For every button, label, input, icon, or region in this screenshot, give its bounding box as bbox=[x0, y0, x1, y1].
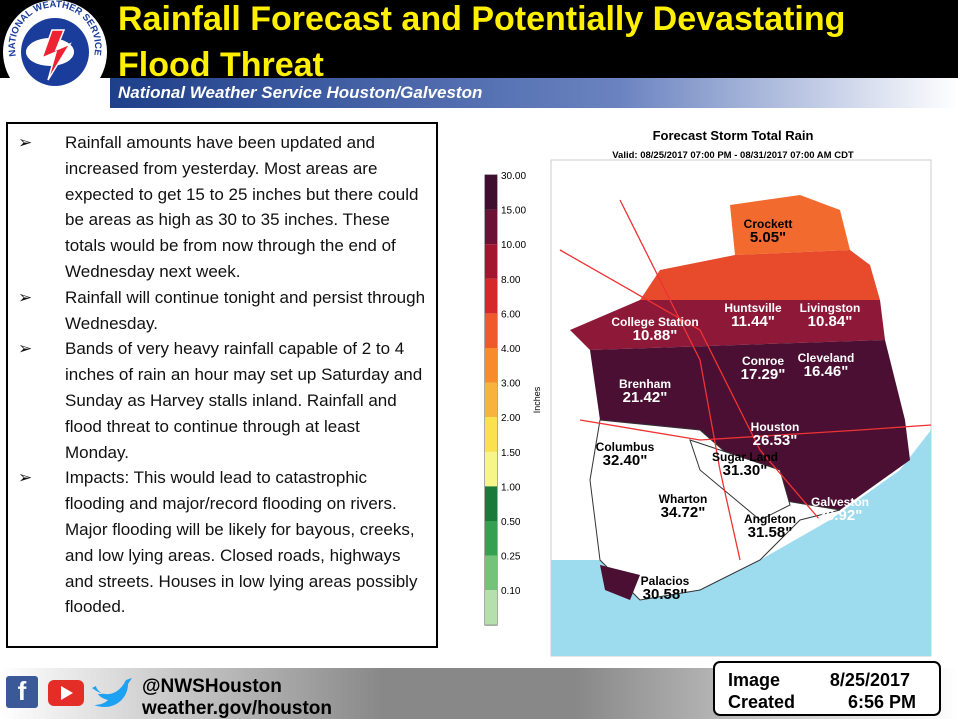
city-rainfall: 31.58" bbox=[748, 524, 793, 541]
colorbar-label: 15.00 bbox=[501, 206, 526, 217]
svg-text:f: f bbox=[18, 676, 27, 706]
bullet-box: Rainfall amounts have been updated and i… bbox=[6, 122, 438, 648]
time: 6:56 PM bbox=[848, 692, 916, 712]
colorbar-label: 6.00 bbox=[501, 309, 521, 320]
colorbar-label: 4.00 bbox=[501, 344, 521, 355]
city-rainfall: 26.53" bbox=[753, 432, 798, 449]
map: Forecast Storm Total Rain Valid: 08/25/2… bbox=[532, 128, 932, 657]
city-name: Brenham bbox=[619, 377, 671, 391]
date: 8/25/2017 bbox=[830, 670, 910, 690]
map-valid: Valid: 08/25/2017 07:00 PM - 08/31/2017 … bbox=[612, 150, 854, 161]
city-rainfall: 10.84" bbox=[808, 313, 853, 330]
legend-label: Inches bbox=[532, 386, 542, 413]
colorbar-label: 0.25 bbox=[501, 552, 521, 563]
city-rainfall: 31.30" bbox=[723, 462, 768, 479]
created-label: Created bbox=[728, 692, 795, 712]
bullet-list: Rainfall amounts have been updated and i… bbox=[18, 130, 428, 620]
colorbar-swatch bbox=[485, 209, 497, 245]
city-name: Livingston bbox=[800, 301, 861, 315]
subtitle: National Weather Service Houston/Galvest… bbox=[110, 78, 958, 108]
colorbar-label: 30.00 bbox=[501, 171, 526, 182]
website: weather.gov/houston bbox=[141, 698, 332, 719]
colorbar-label: 10.00 bbox=[501, 240, 526, 251]
colorbar-swatch bbox=[485, 278, 497, 314]
colorbar-swatch bbox=[485, 348, 497, 383]
map-title: Forecast Storm Total Rain bbox=[653, 128, 814, 143]
colorbar-label: 0.50 bbox=[501, 517, 521, 528]
colorbar-swatch bbox=[485, 175, 497, 210]
colorbar-swatch bbox=[485, 451, 497, 487]
bullet: Bands of very heavy rainfall capable of … bbox=[18, 336, 428, 465]
city-rainfall: 17.29" bbox=[741, 366, 786, 383]
city-rainfall: 16.46" bbox=[804, 363, 849, 380]
colorbar-label: 1.50 bbox=[501, 448, 521, 459]
header-bar bbox=[0, 0, 958, 78]
city-rainfall: 21.42" bbox=[623, 389, 668, 406]
colorbar-swatch bbox=[485, 382, 497, 418]
colorbar-swatch bbox=[485, 244, 497, 279]
city-name: Crockett bbox=[744, 217, 793, 231]
social-icons: f bbox=[6, 676, 132, 708]
city-name: Galveston bbox=[811, 495, 869, 509]
bullet: Rainfall amounts have been updated and i… bbox=[18, 130, 428, 285]
bullet: Impacts: This would lead to catastrophic… bbox=[18, 465, 428, 620]
city-rainfall: 11.44" bbox=[731, 313, 775, 330]
colorbar-swatch bbox=[485, 486, 497, 521]
colorbar-swatch bbox=[485, 313, 497, 348]
handle: @NWSHouston bbox=[142, 676, 282, 697]
colorbar-swatch bbox=[485, 590, 497, 625]
colorbar-swatch bbox=[485, 555, 497, 591]
city-name: Angleton bbox=[744, 512, 796, 526]
image-label: Image bbox=[728, 670, 780, 690]
colorbar-swatch bbox=[485, 521, 497, 556]
city-name: Conroe bbox=[742, 354, 784, 368]
colorbar-label: 0.10 bbox=[501, 586, 521, 597]
city-name: Cleveland bbox=[798, 351, 855, 365]
title: Rainfall Forecast and Potentially Devast… bbox=[118, 0, 846, 84]
logo: NATIONAL WEATHER SERVICE bbox=[3, 0, 107, 104]
city-rainfall: 34.72" bbox=[661, 504, 706, 521]
city-name: Huntsville bbox=[724, 301, 782, 315]
city-rainfall: 26.92" bbox=[818, 507, 863, 524]
city-name: Palacios bbox=[641, 574, 690, 588]
colorbar-label: 2.00 bbox=[501, 413, 521, 424]
bullet: Rainfall will continue tonight and persi… bbox=[18, 285, 428, 337]
colorbar-label: 8.00 bbox=[501, 275, 521, 286]
city-name: College Station bbox=[611, 315, 698, 329]
city-name: Columbus bbox=[596, 440, 655, 454]
city-rainfall: 30.58" bbox=[643, 586, 688, 603]
colorbar-swatch bbox=[485, 417, 497, 452]
city-name: Houston bbox=[751, 420, 800, 434]
colorbar-label: 1.00 bbox=[501, 482, 521, 493]
city-rainfall: 5.05" bbox=[750, 229, 786, 246]
city-rainfall: 10.88" bbox=[633, 327, 678, 344]
city-name: Wharton bbox=[659, 492, 708, 506]
image-box bbox=[713, 661, 941, 716]
colorbar-label: 3.00 bbox=[501, 379, 521, 390]
city-rainfall: 32.40" bbox=[603, 452, 648, 469]
city-name: Sugar Land bbox=[712, 450, 778, 464]
